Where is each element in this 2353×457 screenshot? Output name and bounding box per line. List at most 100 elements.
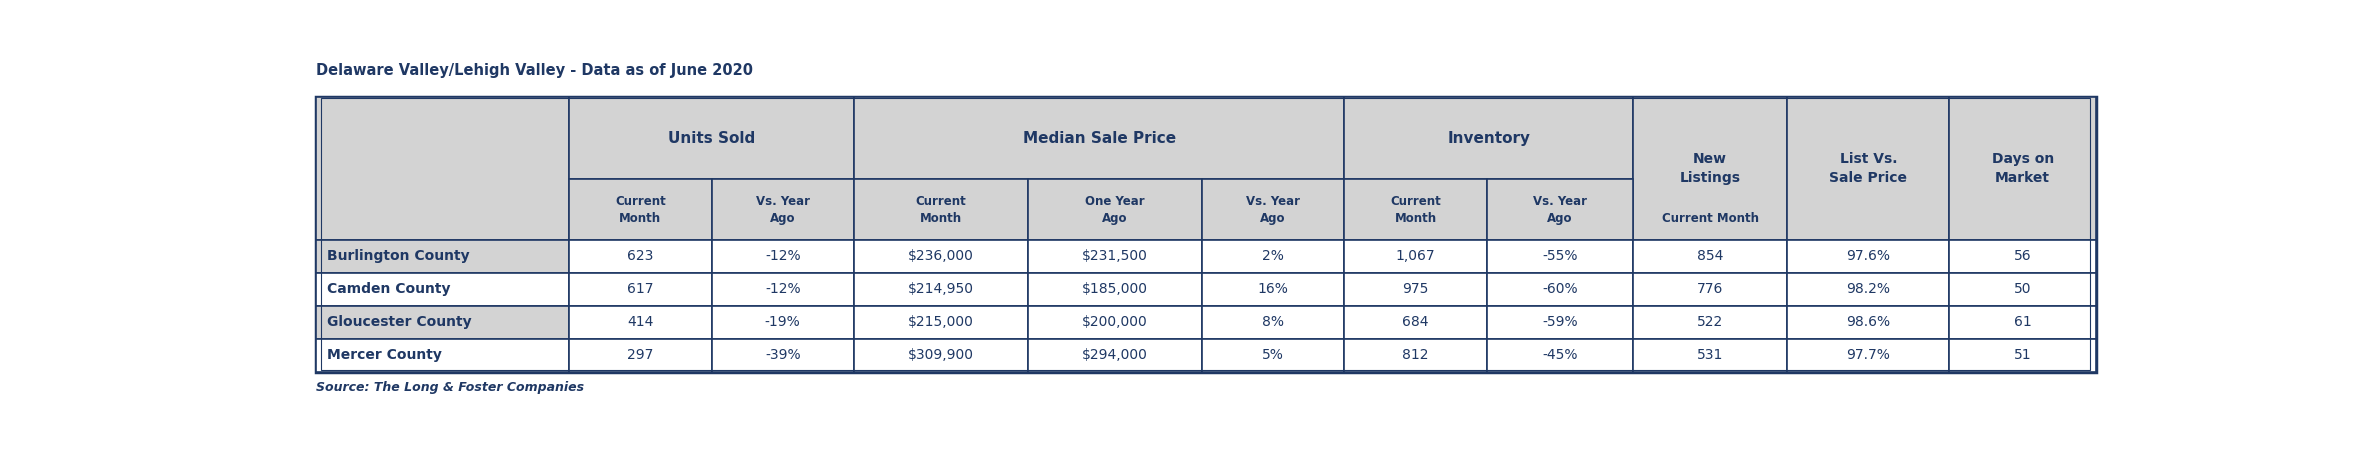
Text: 623: 623 [628,249,654,263]
Text: Inventory: Inventory [1447,131,1529,146]
Text: Gloucester County: Gloucester County [327,315,471,329]
Text: -12%: -12% [765,249,800,263]
Bar [1344,240,1487,273]
Bar [1633,240,1788,273]
Bar [1633,273,1788,306]
Text: 16%: 16% [1259,282,1289,296]
Bar [1633,339,1788,372]
Bar [1487,273,1633,306]
Bar [315,339,569,372]
Text: 98.2%: 98.2% [1847,282,1889,296]
Text: 812: 812 [1402,348,1428,362]
Bar [1487,180,1633,240]
Bar [1028,180,1202,240]
Text: -45%: -45% [1541,348,1577,362]
Bar [711,339,854,372]
Text: -19%: -19% [765,315,800,329]
Text: $215,000: $215,000 [908,315,974,329]
Text: $200,000: $200,000 [1082,315,1148,329]
Text: List Vs.
Sale Price: List Vs. Sale Price [1828,152,1908,185]
Text: 56: 56 [2014,249,2031,263]
Bar [1633,306,1788,339]
Bar [315,97,569,240]
Text: One Year
Ago: One Year Ago [1085,195,1146,224]
Text: $294,000: $294,000 [1082,348,1148,362]
Bar [854,240,1028,273]
Bar [854,180,1028,240]
Text: $236,000: $236,000 [908,249,974,263]
Bar [1951,240,2097,273]
Bar [569,273,711,306]
Bar [1028,339,1202,372]
Text: 98.6%: 98.6% [1847,315,1889,329]
Bar [1344,97,1633,180]
Bar [1951,306,2097,339]
Bar [1028,240,1202,273]
Text: $185,000: $185,000 [1082,282,1148,296]
Text: 1,067: 1,067 [1395,249,1435,263]
Text: -39%: -39% [765,348,800,362]
Text: 522: 522 [1697,315,1722,329]
Text: 8%: 8% [1261,315,1285,329]
Bar [1202,306,1344,339]
Text: 414: 414 [628,315,654,329]
Bar [711,180,854,240]
Text: Delaware Valley/Lehigh Valley - Data as of June 2020: Delaware Valley/Lehigh Valley - Data as … [315,63,753,78]
Text: -59%: -59% [1541,315,1579,329]
Text: 61: 61 [2014,315,2031,329]
Bar [1951,273,2097,306]
Text: Median Sale Price: Median Sale Price [1024,131,1176,146]
Text: 97.7%: 97.7% [1847,348,1889,362]
Bar [315,273,569,306]
Bar [569,240,711,273]
Bar [1951,97,2097,240]
Bar [854,339,1028,372]
Text: Days on
Market: Days on Market [1991,152,2054,185]
Text: Camden County: Camden County [327,282,449,296]
Text: $231,500: $231,500 [1082,249,1148,263]
Text: Current
Month: Current Month [614,195,666,224]
Bar [854,273,1028,306]
Bar [1202,339,1344,372]
Bar [1788,339,1951,372]
Text: 51: 51 [2014,348,2031,362]
Bar [1344,180,1487,240]
Text: Current
Month: Current Month [1391,195,1440,224]
Text: 975: 975 [1402,282,1428,296]
Bar [1633,97,1788,240]
Bar [1487,339,1633,372]
Bar [1788,273,1951,306]
Text: 97.6%: 97.6% [1847,249,1889,263]
Text: 50: 50 [2014,282,2031,296]
Bar [315,97,2097,372]
Bar [854,306,1028,339]
Bar [711,240,854,273]
Bar [315,306,569,339]
Bar [569,306,711,339]
Bar [1487,240,1633,273]
Text: Current Month: Current Month [1661,212,1758,225]
Bar [569,339,711,372]
Bar [1788,306,1951,339]
Bar [1028,273,1202,306]
Bar [315,240,569,273]
Text: -12%: -12% [765,282,800,296]
Bar [1344,306,1487,339]
Text: 531: 531 [1697,348,1722,362]
Text: New
Listings: New Listings [1680,152,1741,185]
Bar [1028,306,1202,339]
Text: Vs. Year
Ago: Vs. Year Ago [1532,195,1586,224]
Bar [569,97,854,180]
Bar [1487,306,1633,339]
Text: -55%: -55% [1541,249,1577,263]
Bar [569,180,711,240]
Text: -60%: -60% [1541,282,1579,296]
Bar [1788,97,1951,240]
Text: 776: 776 [1697,282,1722,296]
Bar [1202,180,1344,240]
Bar [1344,273,1487,306]
Text: Burlington County: Burlington County [327,249,471,263]
Bar [1951,339,2097,372]
Bar [854,97,1344,180]
Text: 297: 297 [628,348,654,362]
